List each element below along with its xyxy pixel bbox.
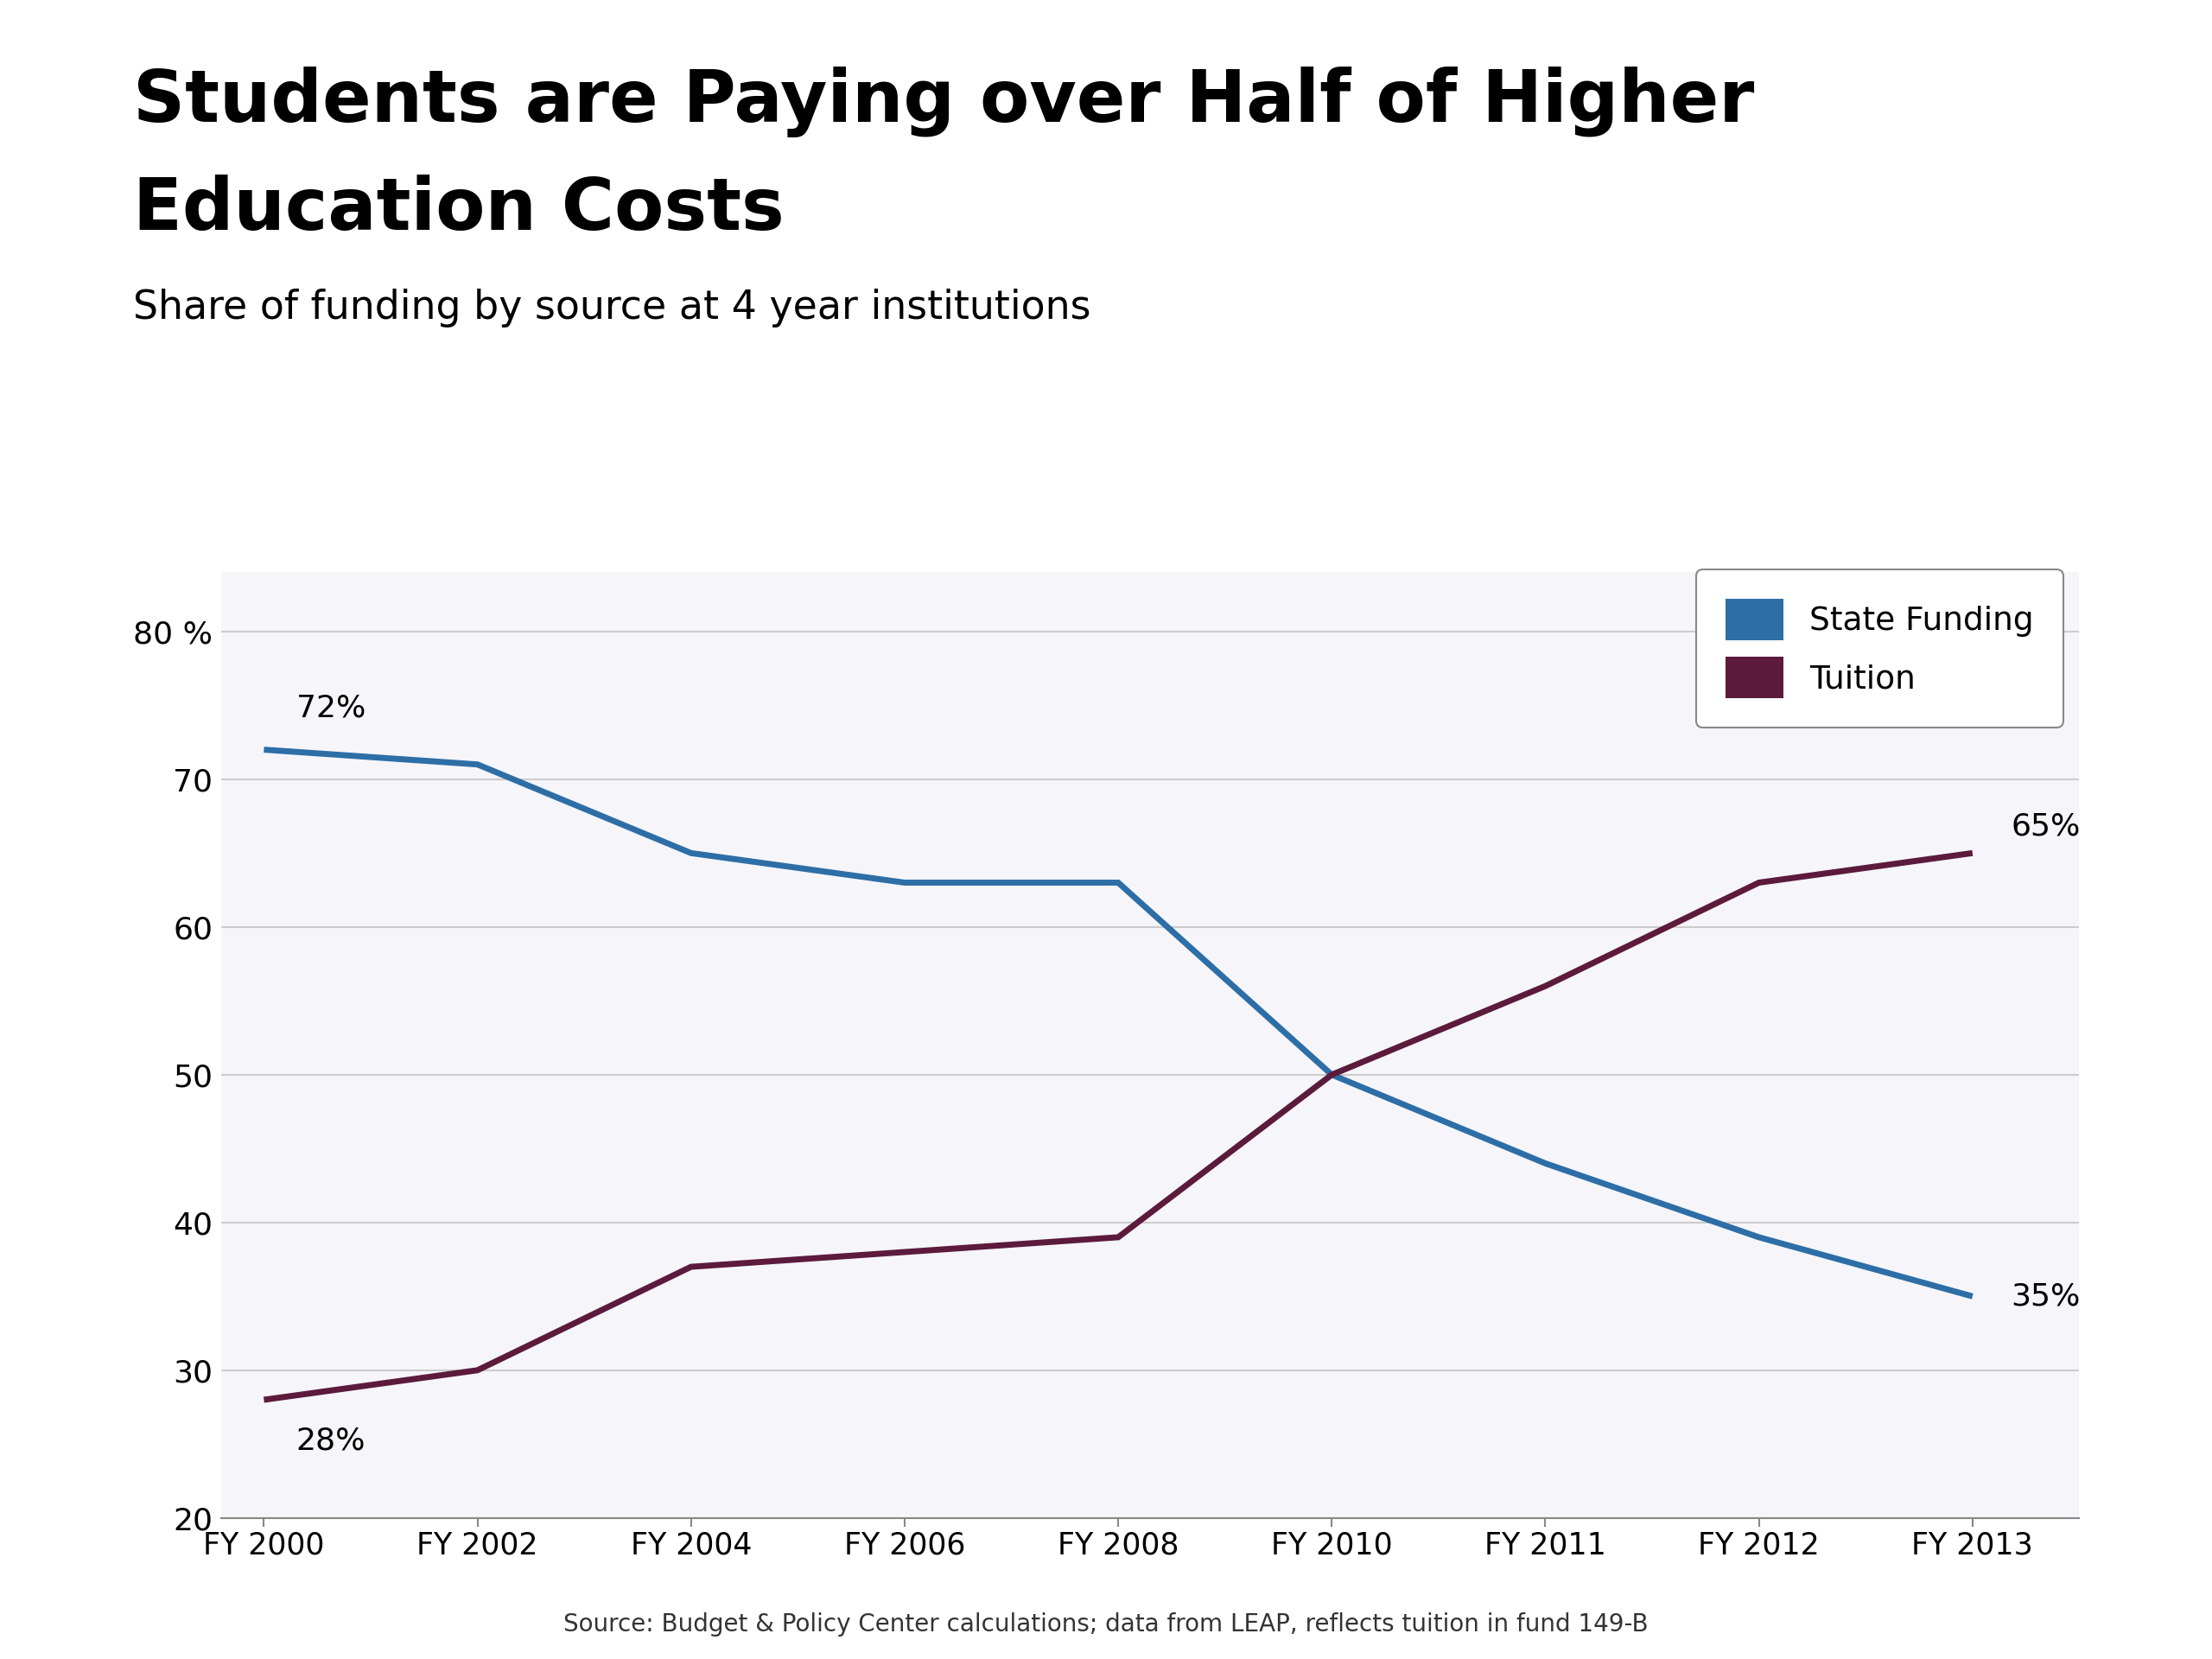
Text: Source: Budget & Policy Center calculations; data from LEAP, reflects tuition in: Source: Budget & Policy Center calculati… bbox=[564, 1613, 1648, 1637]
Text: Students are Paying over Half of Higher: Students are Paying over Half of Higher bbox=[133, 66, 1754, 138]
Text: Share of funding by source at 4 year institutions: Share of funding by source at 4 year ins… bbox=[133, 289, 1091, 327]
Text: Washington State Budget & Policy Center | budgetandpolicy.org: Washington State Budget & Policy Center … bbox=[1345, 15, 2185, 40]
Text: 28%: 28% bbox=[296, 1427, 365, 1455]
Legend: State Funding, Tuition: State Funding, Tuition bbox=[1697, 569, 2064, 727]
Text: 72%: 72% bbox=[296, 693, 365, 723]
Text: Education Costs: Education Costs bbox=[133, 174, 783, 244]
Text: 65%: 65% bbox=[2011, 811, 2079, 841]
Text: 35%: 35% bbox=[2011, 1282, 2079, 1311]
